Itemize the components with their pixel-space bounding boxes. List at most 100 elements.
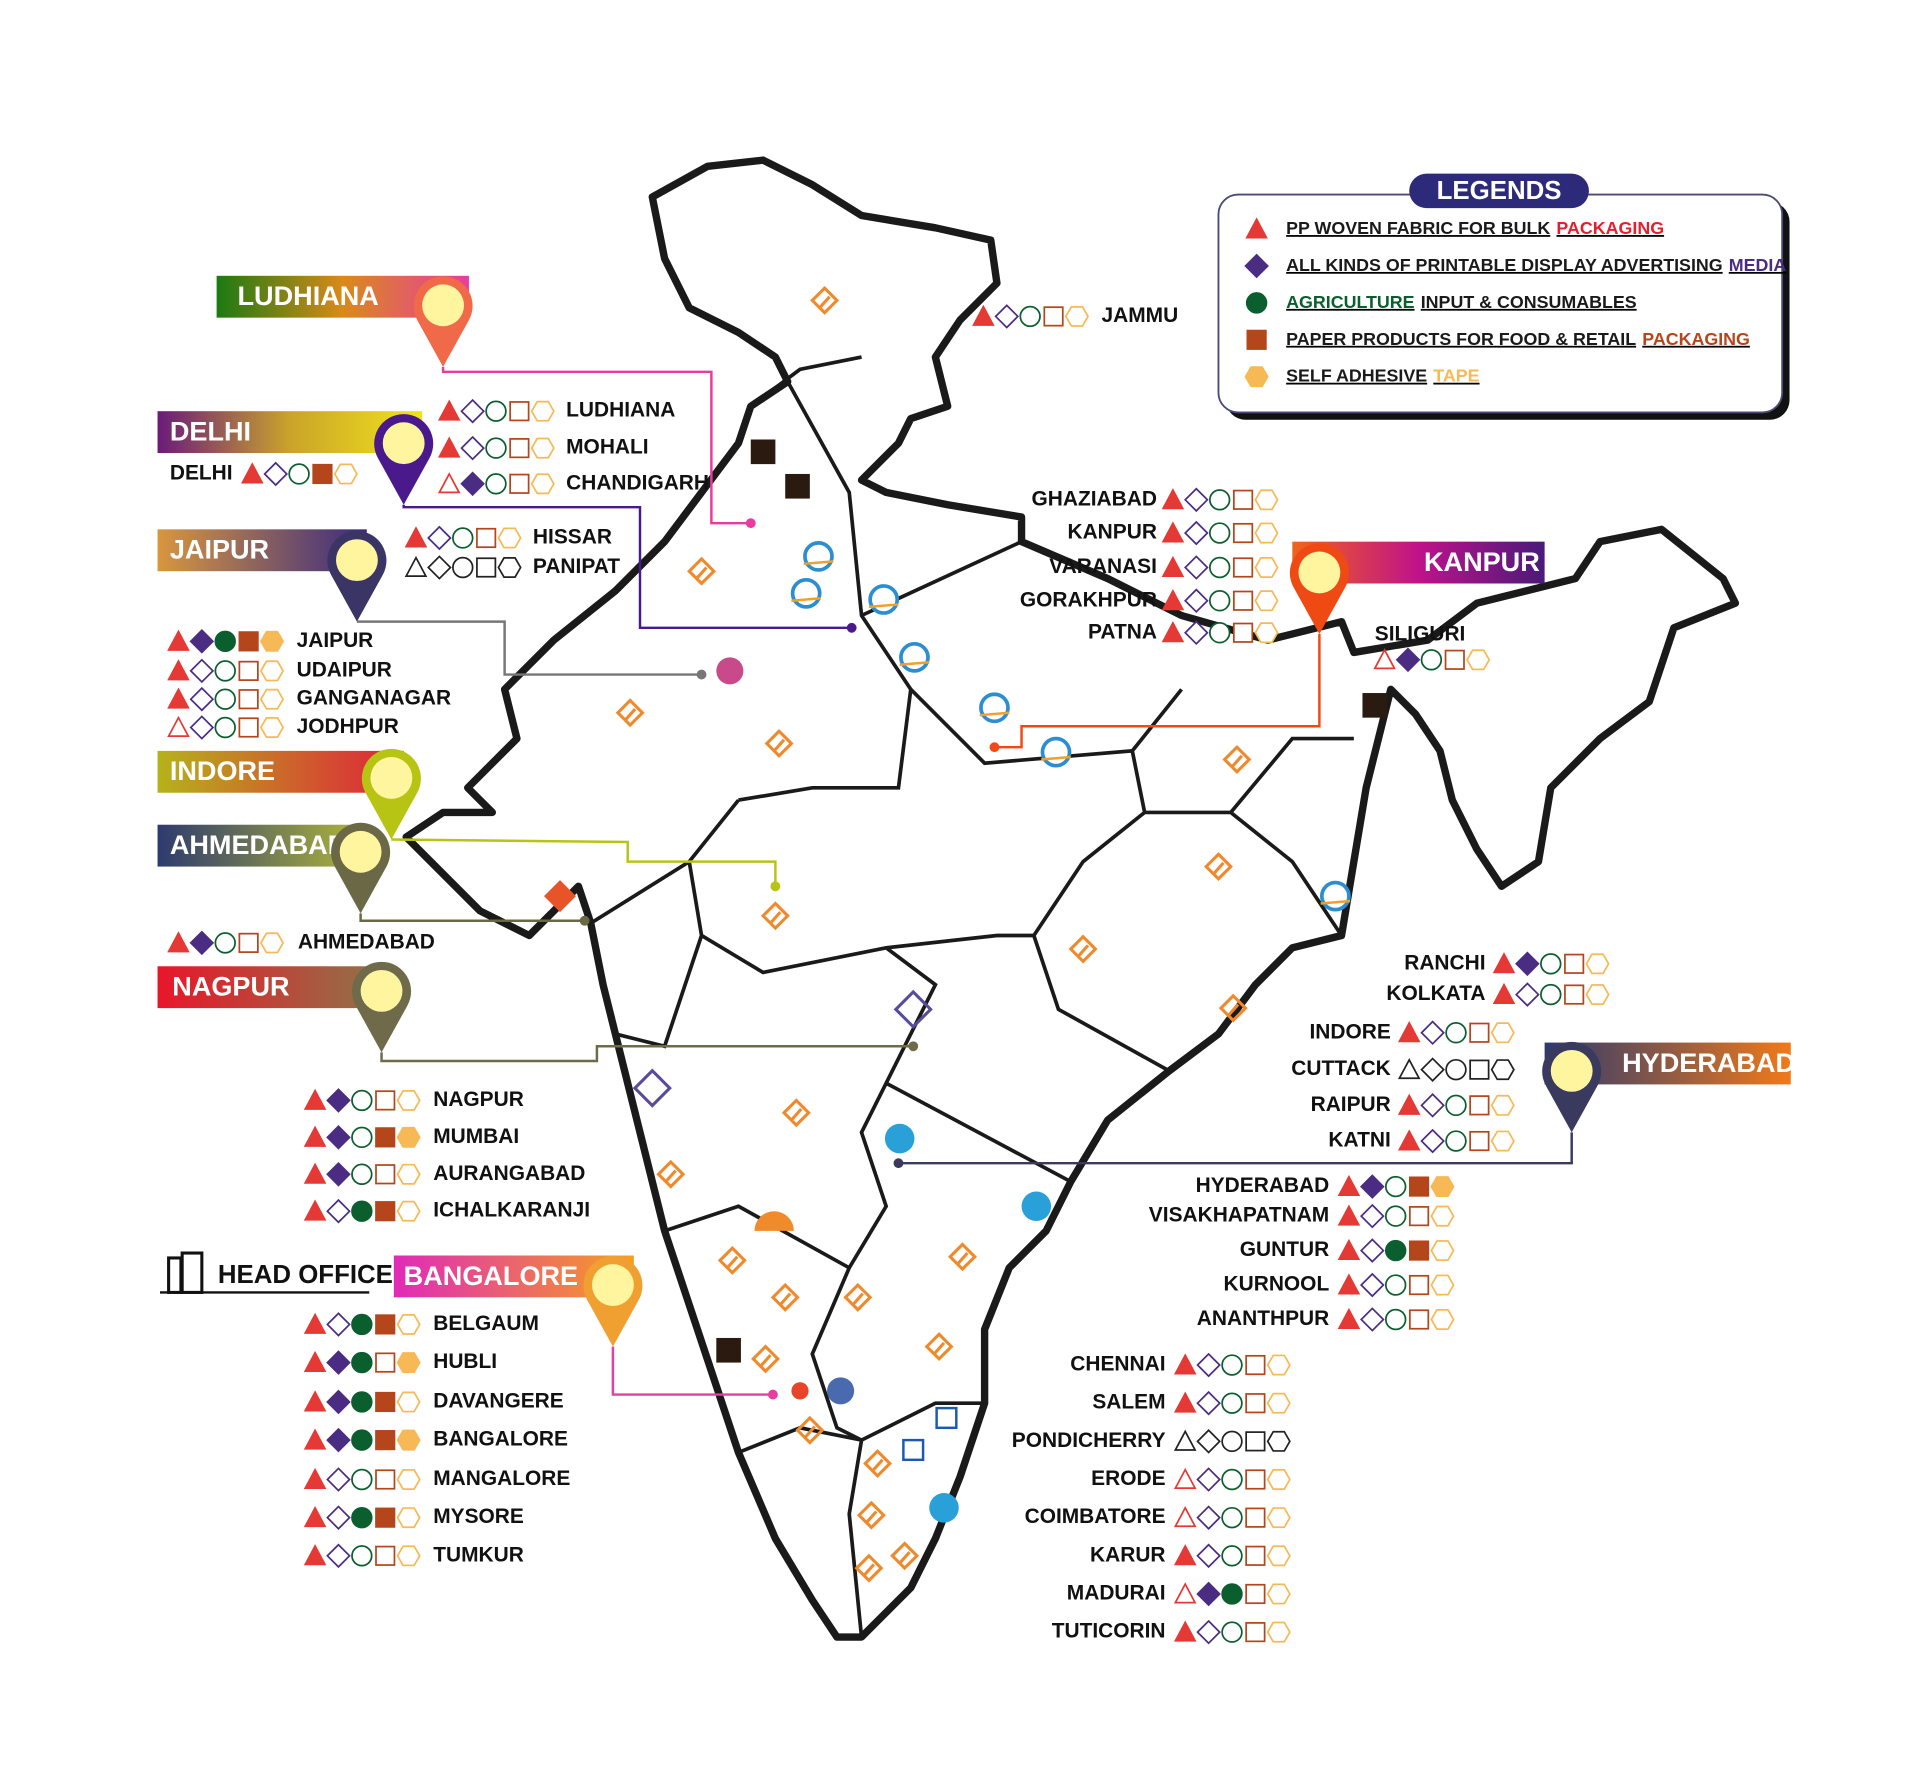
hexagon-icon [1490, 1059, 1515, 1081]
hexagon-icon [1266, 1621, 1291, 1643]
hub-name: INDORE [170, 755, 275, 786]
mf-logo [785, 473, 810, 499]
hub-banners: LUDHIANA DELHI JAIPUR INDORE AHMEDABAD NAGPUR… [157, 275, 1795, 1347]
city-name: ICHALKARANJI [433, 1199, 590, 1222]
circle-icon [1384, 1239, 1407, 1262]
polysquare-logo [760, 901, 790, 931]
city-name: GUNTUR [1240, 1238, 1329, 1261]
circle-icon [1420, 649, 1443, 671]
triangle-icon [303, 1162, 327, 1184]
diamond-icon [263, 461, 288, 487]
triangle-icon [1173, 1391, 1197, 1413]
cas-logo [1040, 736, 1072, 768]
circle-icon [351, 1351, 373, 1374]
polysquare-logo [1203, 852, 1233, 882]
city-name: AURANGABAD [433, 1162, 585, 1185]
legend-label-part: PACKAGING [1556, 218, 1664, 238]
legend: LEGENDS PP WOVEN FABRIC FOR BULK PACKAGIN… [1217, 173, 1790, 420]
circle-icon [351, 1163, 373, 1185]
circle-icon [452, 556, 474, 579]
diamond-icon [1244, 253, 1269, 279]
hub-name: NAGPUR [172, 971, 289, 1002]
hexagon-icon [530, 400, 555, 422]
cas-logo-swoosh [868, 603, 899, 609]
circle-icon [214, 932, 236, 954]
diamond-icon [1420, 1093, 1445, 1118]
cas-logo-swoosh [899, 661, 930, 666]
diamond-icon [1196, 1467, 1221, 1492]
triangle-icon [1173, 1505, 1197, 1528]
circle-icon [1208, 489, 1231, 511]
connector-line [356, 620, 702, 676]
polysquare-logo [843, 1282, 873, 1312]
diamond-icon [326, 1350, 351, 1375]
diamond-icon [1196, 1581, 1221, 1607]
square-icon [375, 1352, 396, 1373]
legend-label: ALL KINDS OF PRINTABLE DISPLAY ADVERTISI… [1286, 255, 1786, 275]
polysquare-logo [615, 698, 645, 728]
circle-icon [214, 716, 236, 739]
connector-line [402, 504, 852, 630]
hub-name: LUDHIANA [238, 280, 379, 311]
diamond-icon [189, 658, 215, 684]
city-name: PATNA [1088, 620, 1157, 643]
circle-icon [351, 1545, 373, 1567]
circle-icon [351, 1391, 373, 1413]
hexagon-icon [259, 630, 285, 652]
circle-icon [351, 1089, 373, 1112]
hexagon-icon [1266, 1545, 1291, 1567]
cas-logo [868, 584, 900, 615]
diamond-icon [1515, 951, 1540, 977]
city-name: AHMEDABAD [298, 930, 435, 953]
connector-line [441, 366, 751, 525]
city-name: MOHALI [566, 436, 648, 459]
polysquare-logo [854, 1553, 884, 1583]
polysquare-logo [795, 1415, 825, 1445]
hexagon-icon [1266, 1392, 1291, 1414]
city-name: JAMMU [1102, 304, 1179, 327]
circle-icon [485, 400, 507, 422]
circle-icon [1384, 1175, 1407, 1198]
circle-icon [351, 1200, 373, 1222]
hub-name: JAIPUR [170, 534, 269, 565]
diamond-icon [1184, 555, 1209, 580]
city-name: HUBLI [433, 1350, 497, 1373]
city-name: NAGPUR [433, 1088, 524, 1111]
diamond-icon [1184, 487, 1209, 513]
circle-icon [1221, 1506, 1243, 1529]
connector-dot [768, 1389, 778, 1400]
triangle-icon [1161, 621, 1185, 643]
circle-icon [1208, 590, 1231, 612]
circle-icon [485, 473, 507, 495]
triangle-icon [1161, 521, 1185, 543]
connector-line [380, 1045, 914, 1063]
legend-label: PAPER PRODUCTS FOR FOOD & RETAIL PACKAGIN… [1286, 329, 1750, 349]
triangle-icon [1337, 1307, 1361, 1329]
circle-icon [1445, 1130, 1467, 1152]
square-icon [375, 1507, 396, 1528]
hexagon-icon [396, 1429, 421, 1451]
hexagon-icon [1490, 1094, 1515, 1116]
city-name: KATNI [1328, 1129, 1390, 1152]
globe-logo [929, 1493, 959, 1523]
hexagon-icon [1430, 1205, 1455, 1227]
diamond-icon [326, 1543, 351, 1569]
diamond-icon [1184, 520, 1209, 546]
triangle-icon [303, 1467, 327, 1489]
square-icon [476, 557, 497, 578]
polysquare-logo [947, 1242, 977, 1272]
city-name: GANGANAGAR [297, 687, 451, 710]
diamond-icon [326, 1125, 351, 1150]
cas-logo-swoosh [979, 711, 1010, 717]
circle-icon [1384, 1274, 1407, 1296]
connector-dot [989, 742, 1000, 753]
diamond-icon [326, 1161, 351, 1187]
hexagon-icon [1266, 1354, 1291, 1376]
hexagon-icon [530, 437, 555, 459]
polysquare-logo [770, 1282, 800, 1312]
city-name: BELGAUM [433, 1312, 539, 1335]
legend-label-part: PP WOVEN FABRIC FOR BULK [1286, 218, 1550, 238]
hexagon-icon [1266, 1583, 1291, 1605]
city-name: MYSORE [433, 1505, 524, 1528]
